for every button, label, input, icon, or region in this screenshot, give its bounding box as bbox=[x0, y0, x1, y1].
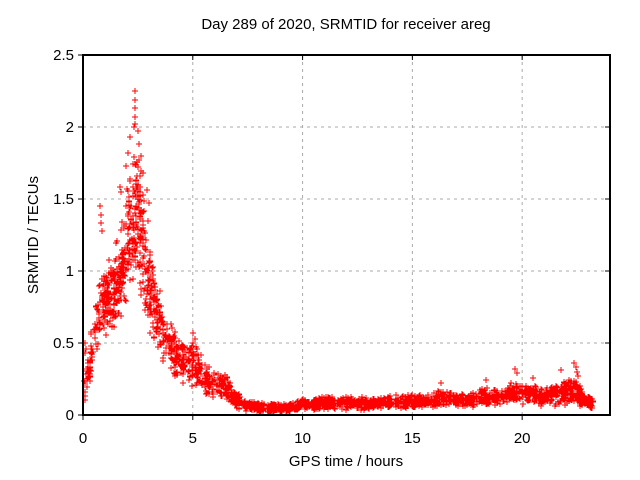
x-tick-label: 5 bbox=[189, 430, 197, 447]
y-tick-label: 2 bbox=[66, 119, 74, 136]
x-tick-label: 10 bbox=[294, 430, 311, 447]
y-tick-label: 1 bbox=[66, 263, 74, 280]
x-tick-label: 15 bbox=[404, 430, 421, 447]
scatter-marker-path bbox=[81, 88, 596, 416]
plot-border bbox=[82, 54, 611, 416]
y-tick-labels: 0 0.5 1 1.5 2 2.5 bbox=[53, 47, 74, 424]
x-tick-labels: 0 5 10 15 20 bbox=[79, 430, 531, 447]
x-axis-label: GPS time / hours bbox=[289, 453, 403, 470]
y-tick-label: 0.5 bbox=[53, 335, 74, 352]
x-tick-label: 0 bbox=[79, 430, 87, 447]
x-tick-label: 20 bbox=[514, 430, 531, 447]
y-tick-label: 2.5 bbox=[53, 47, 74, 64]
y-tick-label: 0 bbox=[66, 407, 74, 424]
chart-title: Day 289 of 2020, SRMTID for receiver are… bbox=[201, 16, 490, 33]
y-tick-label: 1.5 bbox=[53, 191, 74, 208]
data-points-scatter bbox=[81, 88, 596, 416]
y-axis-label: SRMTID / TECUs bbox=[25, 176, 42, 294]
